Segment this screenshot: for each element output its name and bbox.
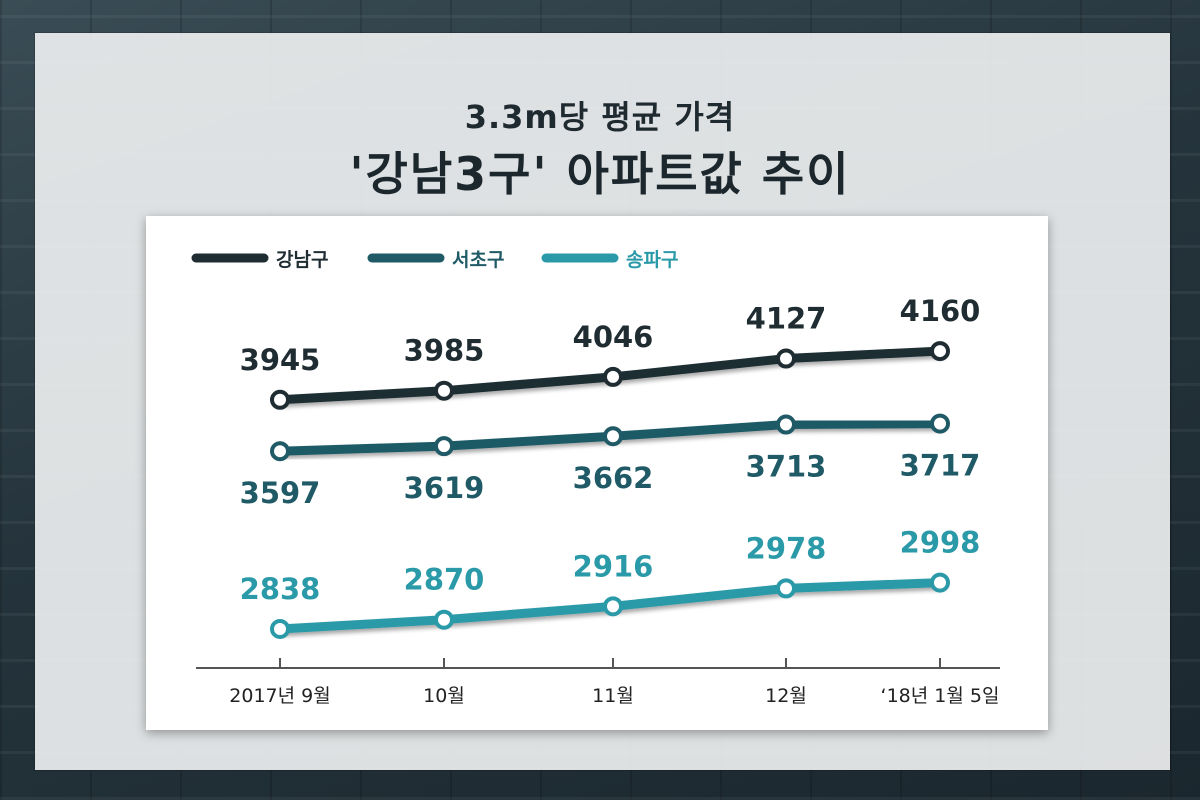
data-label: 3985 (404, 334, 485, 368)
data-label: 2998 (900, 526, 981, 560)
data-point (270, 618, 290, 639)
x-tick-label: 2017년 9월 (229, 685, 330, 707)
chart-subtitle: 3.3m당 평균 가격 (464, 98, 736, 136)
data-label: 3619 (404, 471, 485, 505)
chart-card (146, 216, 1048, 730)
data-label: 2838 (240, 572, 321, 606)
data-point (434, 436, 454, 457)
data-point (603, 366, 623, 387)
x-tick-label: 11월 (592, 685, 634, 707)
legend-label: 송파구 (626, 249, 678, 271)
data-label: 3597 (240, 476, 321, 510)
data-label: 3717 (900, 449, 981, 483)
data-point (930, 572, 950, 593)
data-label: 2916 (573, 549, 654, 583)
x-tick-label: 10월 (423, 685, 465, 707)
data-point (270, 389, 290, 410)
data-label: 4160 (900, 294, 981, 328)
data-label: 3662 (573, 461, 654, 495)
data-point (776, 578, 796, 599)
data-point (434, 380, 454, 401)
legend-label: 서초구 (452, 249, 504, 271)
data-point (603, 596, 623, 617)
data-point (930, 413, 950, 434)
legend-label: 강남구 (276, 249, 328, 271)
data-label: 3713 (746, 450, 827, 484)
chart-title: '강남3구' 아파트값 추이 (349, 147, 851, 201)
data-point (776, 414, 796, 435)
data-point (434, 609, 454, 630)
data-label: 4046 (573, 320, 654, 354)
data-label: 4127 (746, 302, 827, 336)
data-label: 2870 (404, 563, 485, 597)
data-label: 3945 (240, 343, 321, 377)
x-tick-label: 12월 (765, 685, 807, 707)
data-point (603, 426, 623, 447)
data-point (270, 441, 290, 462)
data-point (930, 341, 950, 362)
x-tick-label: ‘18년 1월 5일 (881, 685, 1000, 707)
data-label: 2978 (746, 531, 827, 565)
data-point (776, 348, 796, 369)
